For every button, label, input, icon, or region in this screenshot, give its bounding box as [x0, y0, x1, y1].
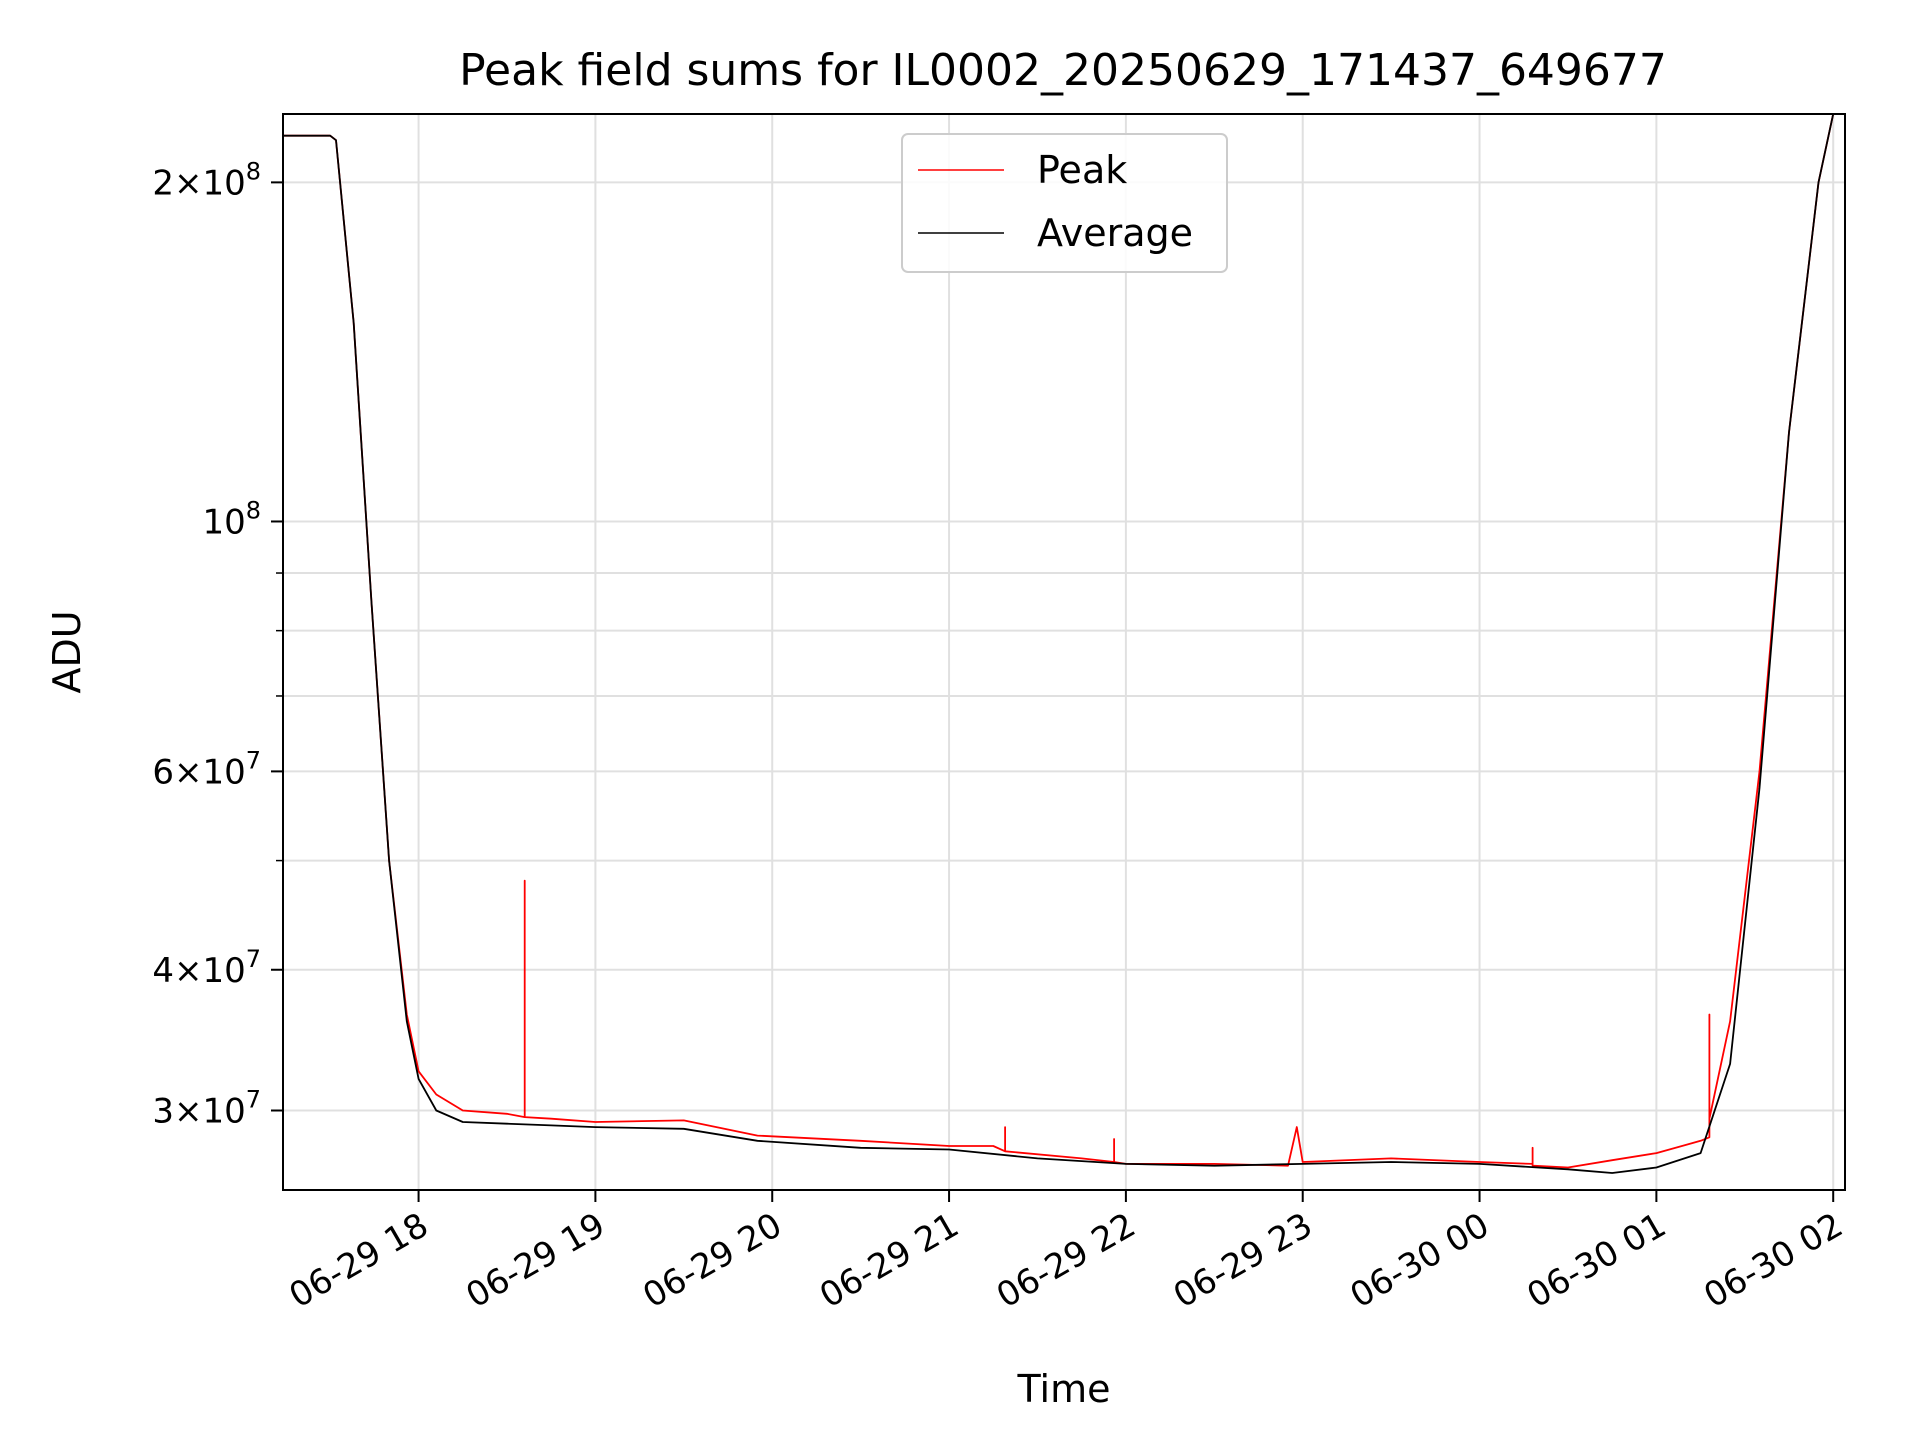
chart-title: Peak field sums for IL0002_20250629_1714… — [459, 45, 1667, 96]
plot-area — [283, 113, 1845, 1174]
y-tick-label: 108 — [202, 496, 261, 542]
axes-frame — [282, 113, 1846, 1191]
y-tick-label: 3×107 — [152, 1085, 261, 1131]
legend-frame — [901, 133, 1228, 273]
y-axis: 3×107 4×107 6×107 108 2×108 — [152, 157, 283, 1131]
y-tick-label: 6×107 — [152, 746, 261, 792]
y-tick-label: 4×107 — [152, 945, 261, 991]
legend-label-peak: Peak — [1037, 148, 1127, 192]
x-axis-label: Time — [1017, 1367, 1111, 1411]
legend: Peak Average — [901, 133, 1228, 273]
series-line-peak — [283, 113, 1845, 1169]
grid — [283, 114, 1845, 1190]
series-line-average — [283, 113, 1845, 1174]
y-tick-label: 2×108 — [152, 157, 261, 203]
legend-label-average: Average — [1037, 211, 1193, 255]
y-axis-label: ADU — [45, 610, 89, 693]
